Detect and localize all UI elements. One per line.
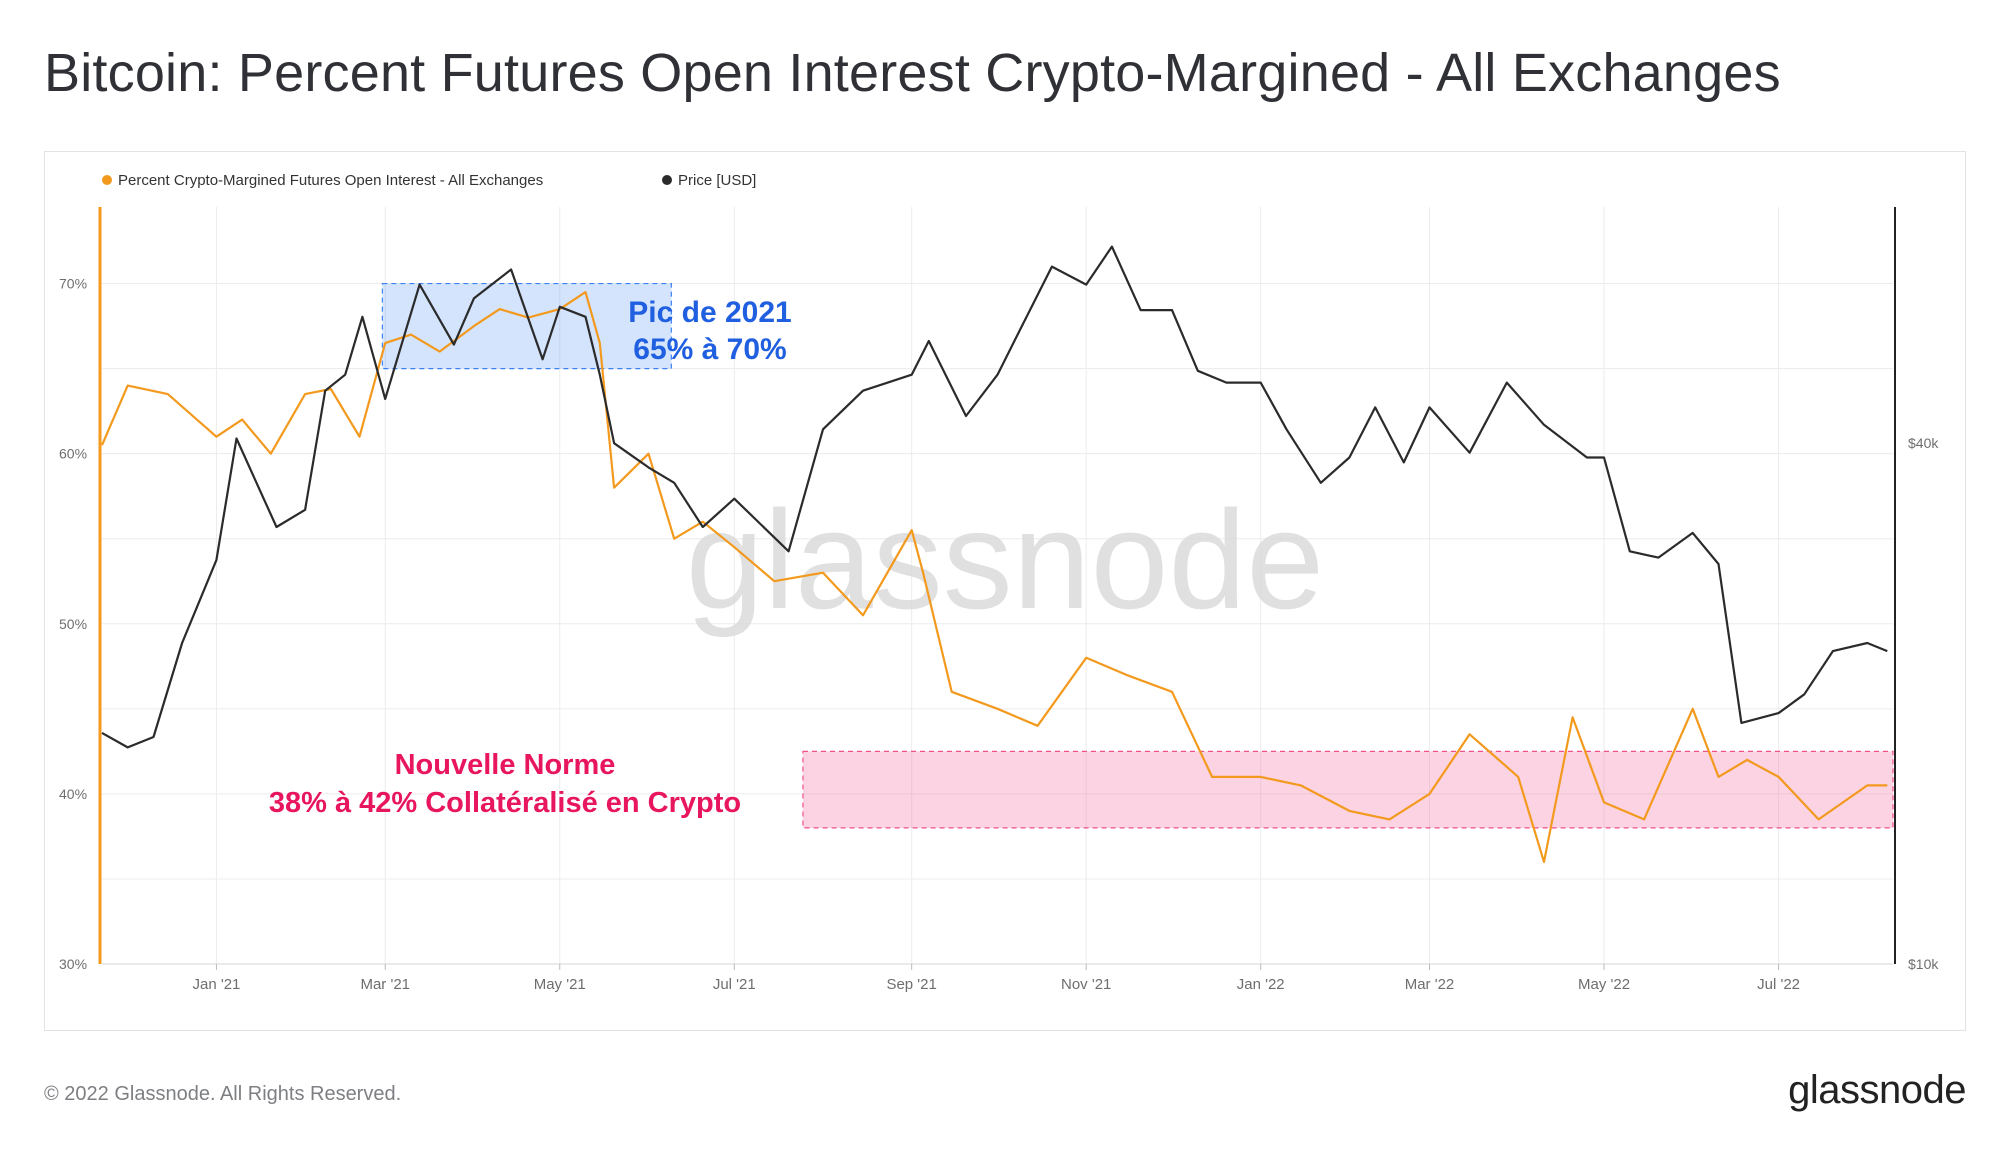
y-left-tick-label: 60% xyxy=(59,446,87,462)
chart-legend: Percent Crypto-Margined Futures Open Int… xyxy=(102,172,756,189)
legend-oi-label: Percent Crypto-Margined Futures Open Int… xyxy=(118,172,543,189)
x-tick-label: Jul '22 xyxy=(1757,976,1800,993)
norm-annotation-line1: Nouvelle Norme xyxy=(395,749,616,781)
x-tick-label: Jan '21 xyxy=(192,976,240,993)
series-line-oi xyxy=(100,291,1888,864)
chart-frame: Percent Crypto-Margined Futures Open Int… xyxy=(44,151,1966,1031)
x-tick-label: Jan '22 xyxy=(1237,976,1285,993)
y-right-tick-label: $10k xyxy=(1908,956,1939,972)
series-line-price xyxy=(101,245,1888,749)
grid-lines xyxy=(102,207,1893,965)
peak-annotation-line2: 65% à 70% xyxy=(633,333,786,366)
legend-price-marker xyxy=(662,175,672,185)
legend-price-label: Price [USD] xyxy=(678,172,756,189)
y-left-tick-label: 70% xyxy=(59,276,87,292)
x-tick-label: Jul '21 xyxy=(713,976,756,993)
y-left-tick-label: 30% xyxy=(59,956,87,972)
watermark: glassnode xyxy=(686,481,1324,638)
highlight-regions xyxy=(381,282,1894,829)
x-tick-label: Mar '22 xyxy=(1405,976,1455,993)
peak-region xyxy=(381,282,672,370)
peak-annotation-line1: Pic de 2021 xyxy=(628,296,791,329)
footer-copyright: © 2022 Glassnode. All Rights Reserved. xyxy=(44,1083,402,1105)
x-tick-label: Nov '21 xyxy=(1061,976,1111,993)
page-title: Bitcoin: Percent Futures Open Interest C… xyxy=(44,43,1781,103)
series-lines xyxy=(100,245,1888,864)
footer-logo: glassnode xyxy=(1788,1068,1966,1112)
x-tick-label: May '21 xyxy=(534,976,586,993)
x-tick-label: Sep '21 xyxy=(886,976,936,993)
y-left-tick-label: 40% xyxy=(59,786,87,802)
chart-svg: Percent Crypto-Margined Futures Open Int… xyxy=(59,172,1939,993)
x-tick-label: Mar '21 xyxy=(360,976,410,993)
legend-oi-marker xyxy=(102,175,112,185)
x-tick-label: May '22 xyxy=(1578,976,1630,993)
y-right-tick-label: $40k xyxy=(1908,435,1939,451)
norm-annotation-line2: 38% à 42% Collatéralisé en Crypto xyxy=(269,787,741,819)
y-left-tick-label: 50% xyxy=(59,616,87,632)
norm-region xyxy=(802,750,1894,829)
axes: 30% 40% 50% 60% 70% $10k $40k Jan '21 Mar '21 May… xyxy=(59,207,1939,993)
annotations: Pic de 2021 65% à 70% Nouvelle Norme 38%… xyxy=(269,296,792,819)
